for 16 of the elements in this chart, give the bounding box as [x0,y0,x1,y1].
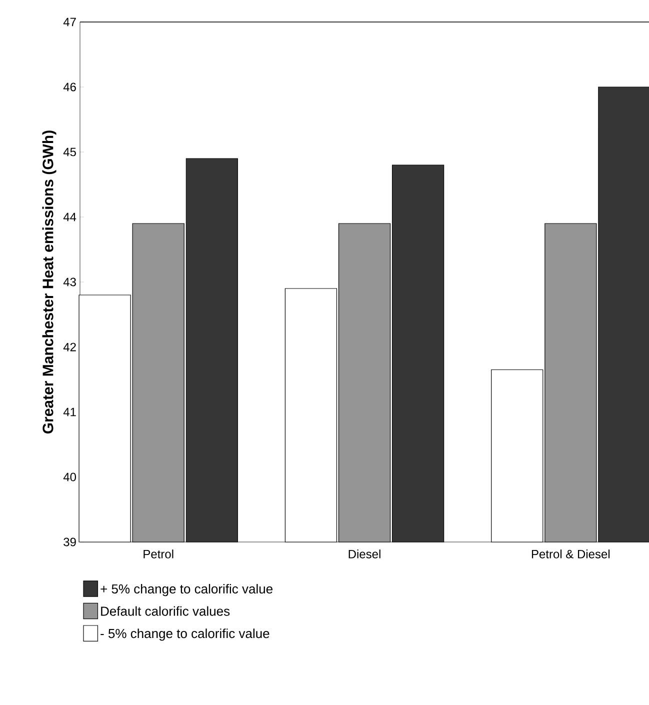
y-axis-title: Greater Manchester Heat emissions (GWh) [42,130,56,434]
legend-label: - 5% change to calorific value [100,628,270,641]
x-tick-label: Diesel [348,550,380,558]
y-tick-label: 39 [64,538,76,546]
y-tick-label: 40 [63,472,76,482]
y-tick-label: 45 [63,148,76,156]
y-tick-label: 46 [63,82,76,92]
x-tick-label: Petrol & Diesel [532,550,610,558]
y-tick-label: 47 [63,18,76,26]
x-tick-label: Petrol [144,550,174,558]
y-tick-label: 44 [63,212,76,222]
y-tick-label: 41 [63,408,76,416]
y-tick-label: 42 [63,342,76,352]
legend-label: Default calorific values [101,606,230,616]
legend-label: + 5% change to calorific value [100,584,272,596]
y-tick-label: 43 [63,278,76,286]
